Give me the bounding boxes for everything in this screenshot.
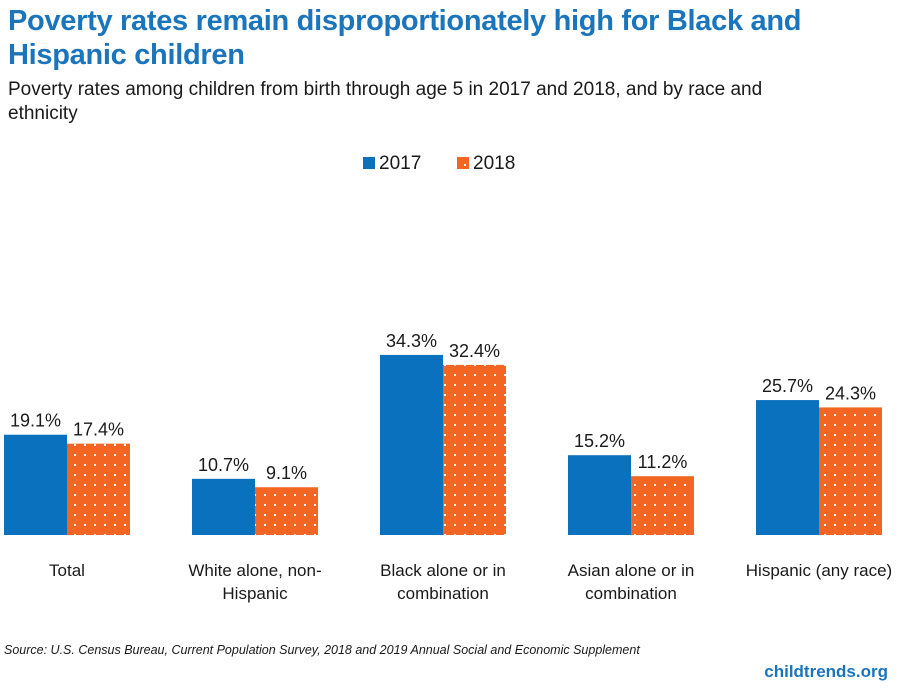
legend-swatch-2017 [363, 157, 375, 169]
category-label-2-1: combination [397, 584, 489, 603]
chart-subtitle: Poverty rates among children from birth … [8, 79, 763, 124]
source-note: Source: U.S. Census Bureau, Current Popu… [4, 643, 640, 657]
category-labels: Total White alone, non- Hispanic Black alon… [49, 561, 892, 603]
value-label-2017-1: 10.7% [198, 455, 249, 475]
value-label-2018-2: 32.4% [449, 341, 500, 361]
value-label-2018-4: 24.3% [825, 383, 876, 403]
category-label-1-0: White alone, non- [188, 561, 321, 580]
value-label-2018-3: 11.2% [638, 452, 688, 472]
bar-2018-2 [443, 364, 506, 535]
value-label-2017-4: 25.7% [762, 376, 813, 396]
bar-2018-0 [67, 443, 130, 535]
bars: 19.1% 17.4% 10.7% 9.1% 34.3% 32.4% 15.2% 11.2% 2… [4, 331, 882, 535]
bar-2018-4 [819, 407, 882, 535]
bar-2017-2 [380, 354, 443, 535]
bar-2017-3 [568, 455, 631, 535]
chart-title: Poverty rates remain disproportionately … [8, 5, 802, 71]
value-label-2017-3: 15.2% [574, 431, 625, 451]
bar-2018-3 [631, 476, 694, 535]
brand-link[interactable]: childtrends.org [764, 662, 888, 681]
bar-2017-0 [4, 434, 67, 535]
legend-label-2018: 2018 [473, 153, 515, 174]
value-label-2018-1: 9.1% [266, 463, 307, 483]
value-label-2018-0: 17.4% [73, 420, 124, 440]
bar-2017-1 [192, 478, 255, 535]
category-label-3-1: combination [585, 584, 677, 603]
category-label-3-0: Asian alone or in [568, 561, 695, 580]
legend: 2017 2018 [363, 153, 515, 174]
category-label-1-1: Hispanic [222, 584, 288, 603]
value-label-2017-0: 19.1% [10, 411, 61, 431]
legend-label-2017: 2017 [379, 153, 421, 174]
category-label-4-0: Hispanic (any race) [746, 561, 892, 580]
value-label-2017-2: 34.3% [386, 331, 437, 351]
bar-chart: 2017 2018 19.1% 17.4% 10.7% 9.1% 34.3% 32.4% 15… [4, 153, 892, 603]
bar-2017-4 [756, 400, 819, 535]
legend-swatch-2018 [457, 157, 469, 169]
category-label-0-0: Total [49, 561, 85, 580]
bar-2018-1 [255, 487, 318, 535]
category-label-2-0: Black alone or in [380, 561, 506, 580]
